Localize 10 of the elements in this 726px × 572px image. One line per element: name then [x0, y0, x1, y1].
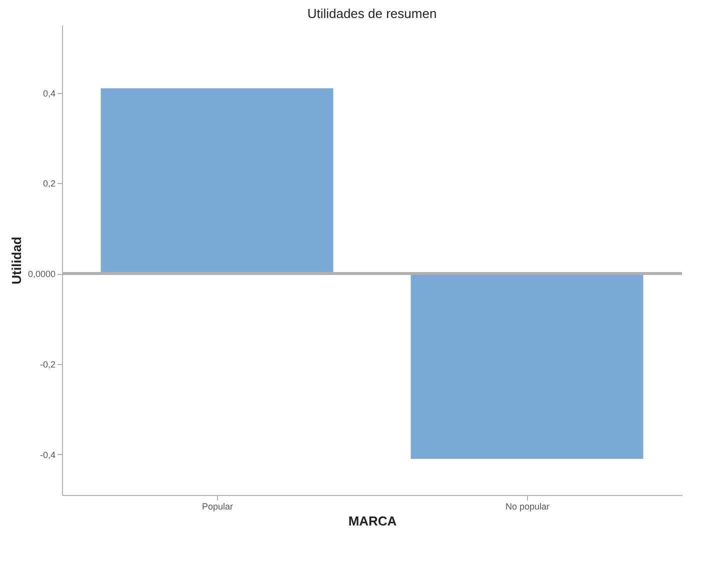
y-tick-label: -0,2	[40, 359, 56, 370]
y-tick-label: 0,4	[42, 88, 56, 98]
chart-title: Utilidades de resumen	[307, 6, 437, 21]
y-tick-label: 0,0000	[28, 269, 56, 280]
x-tick-label: No popular	[505, 502, 550, 512]
x-tick-label: Popular	[202, 502, 234, 512]
y-tick-label: -0,4	[40, 450, 56, 460]
x-axis-title: MARCA	[348, 514, 398, 528]
y-tick-label: 0,2	[42, 178, 56, 189]
y-axis-title: Utilidad	[8, 236, 24, 284]
